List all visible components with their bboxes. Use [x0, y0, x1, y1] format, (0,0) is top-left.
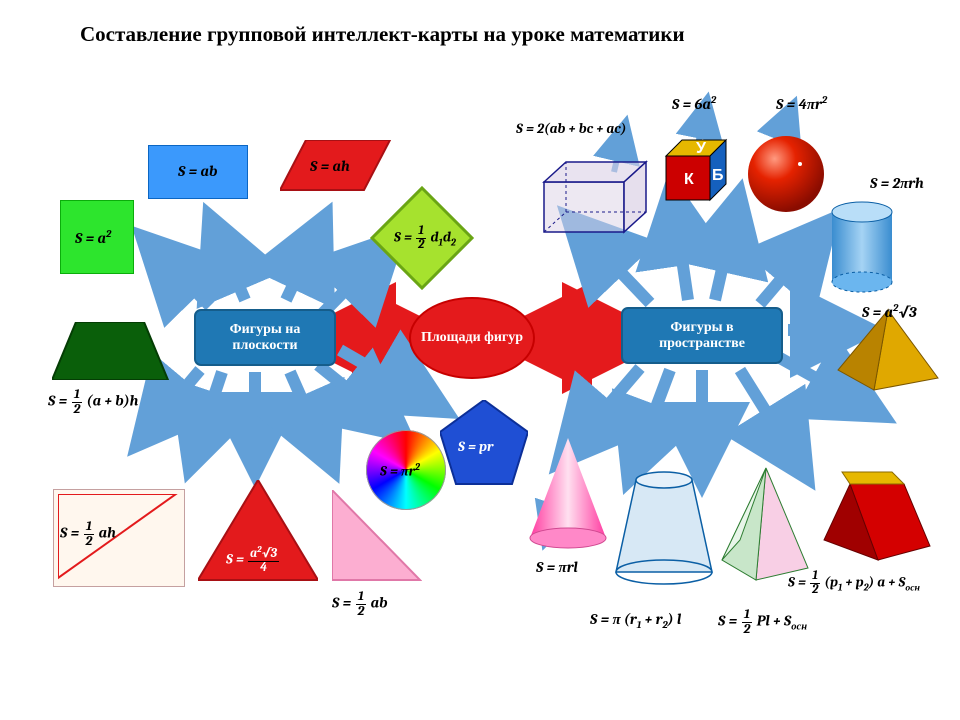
formula-sphere: S = 4πr2 — [776, 94, 827, 114]
hub-label: Фигуры на плоскости — [200, 314, 330, 362]
formula-square: S = a2 — [75, 228, 111, 247]
formula-frustum-pyr: S = 12 (p1 + p2) a + Sосн — [788, 570, 920, 596]
solid-frustum-pyr — [824, 472, 930, 560]
solid-cube: К БУ — [666, 140, 726, 200]
formula-cube: S = 6a2 — [672, 94, 716, 113]
page-title: Составление групповой интеллект-карты на… — [80, 22, 685, 47]
shape-trapezoid — [52, 322, 170, 380]
solid-tetra — [838, 310, 938, 390]
solid-cone — [530, 438, 606, 548]
formula-pentagon: S = pr — [458, 438, 493, 455]
formula-rhombus: S = 12 d1d2 — [394, 225, 456, 251]
solid-sphere — [748, 136, 824, 212]
svg-text:Б: Б — [712, 167, 724, 184]
formula-tetra: S = a2√3 — [862, 302, 917, 321]
solid-frustum-cone — [616, 472, 712, 584]
svg-text:У: У — [696, 140, 707, 157]
formula-pyramid: S = 12 Pl + Sосн — [718, 608, 807, 636]
solid-cylinder — [832, 202, 892, 292]
formula-triangle-equilateral: S = a2√34 — [226, 546, 280, 574]
formula-frustum-cone: S = π (r1 + r2) l — [590, 610, 681, 631]
solid-pyramid — [722, 468, 808, 580]
formula-trapezoid: S = 12 (a + b)h — [48, 388, 138, 416]
formula-circle: S = πr2 — [380, 462, 420, 481]
formula-cuboid: S = 2(ab + bc + ac) — [516, 120, 626, 137]
formula-rectangle: S = ab — [178, 162, 217, 180]
solid-cuboid — [544, 162, 646, 232]
formula-cone: S = πrl — [536, 558, 578, 577]
formula-triangle-general: S = 12 ah — [60, 520, 116, 548]
hub-label: Фигуры в пространстве — [627, 312, 777, 360]
hub-label: Площади фигур — [417, 314, 527, 362]
formula-parallelogram: S = ah — [310, 157, 350, 175]
formula-cylinder: S = 2πrh — [870, 174, 924, 193]
svg-text:К: К — [684, 171, 694, 188]
formula-triangle-right: S = 12 ab — [332, 590, 388, 618]
